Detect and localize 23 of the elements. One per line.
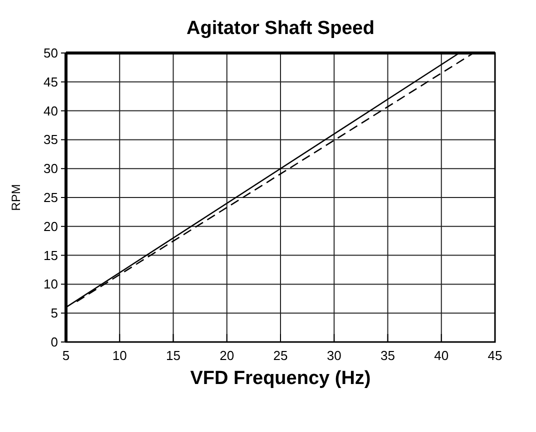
y-tick-label: 25: [44, 190, 58, 205]
x-tick-label: 40: [434, 348, 449, 363]
y-tick-label: 0: [50, 334, 58, 350]
y-tick-label: 15: [44, 248, 58, 263]
x-tick-label: 35: [380, 348, 395, 363]
y-tick-label: 30: [44, 161, 58, 176]
y-axis-title: RPM: [9, 184, 23, 211]
y-tick-label: 40: [44, 103, 58, 118]
x-tick-label: 20: [220, 348, 234, 363]
x-tick-label: 30: [326, 348, 342, 363]
chart-title: Agitator Shaft Speed: [186, 18, 374, 39]
y-tick-label: 5: [50, 306, 58, 321]
y-tick-label: 45: [44, 74, 58, 90]
x-tick-label: 15: [166, 348, 180, 363]
y-tick-label: 50: [44, 46, 58, 60]
y-tick-label: 10: [44, 276, 58, 292]
x-tick-label: 45: [488, 348, 502, 363]
y-tick-label: 35: [44, 132, 58, 148]
y-tick-label: 20: [44, 218, 58, 234]
x-axis-title: VFD Frequency (Hz): [190, 368, 371, 389]
x-tick-label: 5: [62, 348, 70, 363]
x-tick-label: 25: [273, 348, 288, 363]
x-tick-label: 10: [112, 348, 127, 363]
